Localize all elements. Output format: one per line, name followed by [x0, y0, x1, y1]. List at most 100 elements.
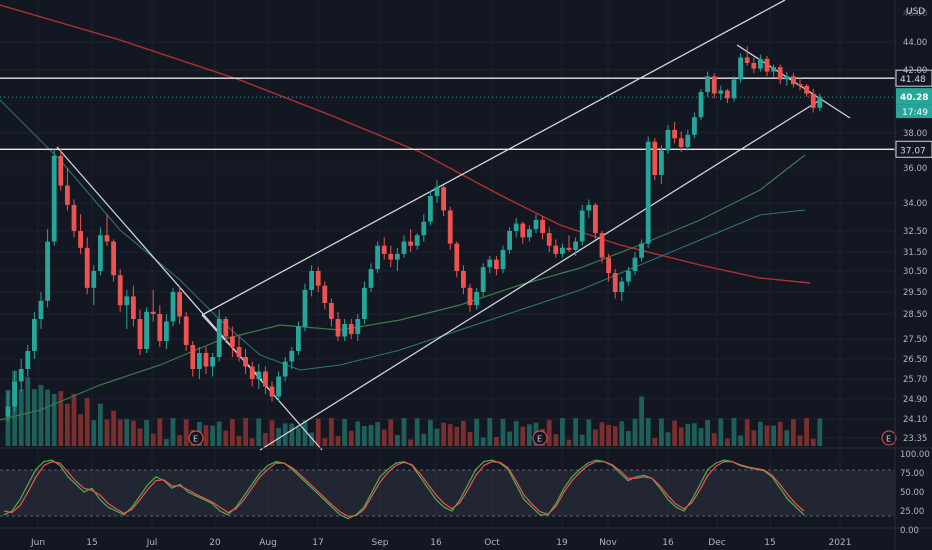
volume-bars — [5, 370, 823, 446]
stochastic-tick-label: 75.00 — [900, 469, 924, 479]
candle-body — [593, 204, 598, 234]
earnings-marker-icon — [881, 430, 897, 446]
volume-bar — [375, 422, 380, 446]
candle-body — [395, 253, 400, 260]
candle-body — [797, 84, 803, 86]
moving-averages — [0, 4, 811, 421]
candle-body — [223, 319, 229, 337]
volume-bar — [652, 437, 658, 446]
volume-bar — [408, 439, 413, 446]
stochastic-tick-label: 100.00 — [900, 450, 930, 460]
volume-bar — [434, 428, 440, 446]
candle-body — [447, 210, 453, 244]
volume-bar — [685, 423, 691, 446]
volume-bar — [32, 389, 37, 446]
candle-body — [474, 292, 479, 306]
volume-bar — [797, 435, 803, 446]
candle-body — [441, 187, 446, 211]
volume-bar — [810, 438, 816, 446]
volume-bar — [256, 418, 262, 446]
volume-bar — [777, 421, 783, 446]
trendline — [56, 146, 323, 451]
price-tick-label: 42.00 — [903, 66, 927, 76]
candle-body — [249, 366, 255, 379]
volume-bar — [276, 427, 281, 446]
volume-bar — [692, 423, 697, 446]
volume-bar — [454, 426, 460, 446]
candle-body — [494, 259, 499, 270]
volume-bar — [751, 430, 757, 446]
candle-body — [718, 90, 724, 94]
candle-body — [513, 223, 519, 231]
price-axis[interactable]: 44.00 42.00 38.00 36.00 34.00 32.50 31.50 30.50… — [894, 0, 932, 550]
candle-body — [401, 241, 407, 254]
volume-bar — [25, 377, 31, 446]
volume-bar — [480, 437, 486, 446]
volume-bar — [150, 433, 156, 446]
candle-body — [315, 271, 321, 286]
candle-body — [210, 357, 215, 367]
level-label: 41.48 — [900, 75, 926, 85]
candle-body — [58, 155, 64, 186]
volume-bar — [599, 422, 605, 446]
ma-teal-line — [0, 99, 806, 371]
volume-bar — [612, 426, 618, 446]
volume-bar — [117, 419, 123, 446]
volume-bar — [500, 418, 506, 446]
candle-body — [236, 347, 242, 357]
stochastic-d-line — [3, 460, 805, 517]
volume-bar — [725, 438, 730, 446]
candle-body — [243, 357, 248, 367]
candle-body — [124, 296, 130, 306]
time-axis[interactable]: Jun 15 Jul 20 Aug 17 Sep 16 Oct 19 Nov 16 Dec 15 2021 — [30, 538, 851, 548]
volume-bar — [474, 418, 479, 446]
ma-red-line — [0, 4, 811, 284]
level-label: 37.07 — [900, 146, 926, 156]
candle-body — [744, 57, 750, 63]
volume-bar — [183, 419, 189, 446]
candle-body — [705, 76, 710, 93]
price-tick-label: 31.50 — [903, 248, 927, 258]
earnings-marker-icon — [188, 430, 204, 446]
candle-body — [45, 241, 50, 301]
price-tick-label: 46.00 — [903, 9, 927, 19]
candle-body — [32, 319, 37, 351]
volume-bar — [309, 432, 314, 446]
volume-bar — [711, 433, 717, 446]
candle-body — [131, 296, 136, 319]
candle-body — [65, 185, 70, 205]
candle-body — [296, 326, 301, 351]
candle-body — [177, 292, 182, 317]
volume-bar — [51, 393, 57, 446]
candle-body — [428, 196, 433, 222]
volume-bar — [619, 421, 625, 446]
time-tick-label: Dec — [708, 538, 725, 548]
volume-bar — [223, 430, 229, 446]
volume-bar — [606, 424, 611, 446]
grid-lines — [0, 0, 895, 528]
volume-bar — [744, 419, 750, 446]
volume-bar — [98, 403, 103, 446]
volume-bar — [58, 391, 64, 446]
countdown-tag — [896, 104, 932, 119]
candle-body — [276, 376, 281, 397]
volume-bar — [78, 414, 83, 446]
candle-body — [771, 67, 776, 72]
volume-bar — [71, 393, 77, 446]
candle-body — [454, 243, 460, 271]
candlesticks[interactable] — [5, 46, 823, 422]
price-tick-label: 24.10 — [903, 415, 927, 425]
stochastic-tick-label: 50.00 — [900, 488, 924, 498]
candle-body — [764, 58, 770, 72]
time-tick-label: 16 — [662, 538, 674, 548]
candle-body — [586, 204, 592, 211]
volume-bar — [698, 428, 704, 446]
volume-bar — [553, 434, 559, 446]
volume-bar — [362, 425, 367, 446]
candle-body — [362, 287, 367, 319]
horizontal-levels: 41.48 37.07 — [0, 69, 932, 158]
candle-body — [507, 231, 512, 250]
candle-body — [263, 371, 268, 387]
